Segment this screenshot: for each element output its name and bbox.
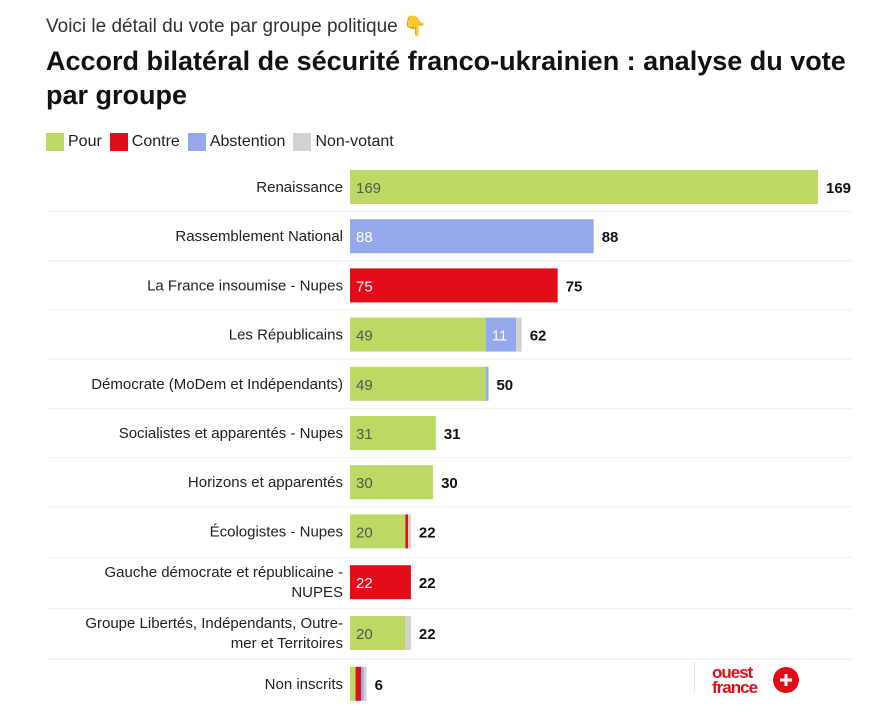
bar-segment-pour[interactable] <box>350 514 406 549</box>
legend-item-contre[interactable]: Contre <box>109 133 180 151</box>
bar-value-label: 22 <box>356 575 373 592</box>
bar-value-label: 20 <box>356 626 373 643</box>
legend-label-pour: Pour <box>68 133 102 150</box>
category-label: Rassemblement National <box>175 228 343 245</box>
category-label: Socialistes et apparentés - Nupes <box>119 425 343 442</box>
legend-label-non-votant: Non-votant <box>315 133 394 150</box>
bar-segment-pour[interactable] <box>350 666 356 701</box>
bar-segment-pour[interactable] <box>350 366 486 401</box>
bar-total-label: 30 <box>441 475 458 492</box>
bar-value-label: 31 <box>356 426 373 443</box>
logo-text-line1: ouest <box>712 664 754 682</box>
bar-total-label: 75 <box>566 278 583 295</box>
logo-divider <box>694 662 695 692</box>
category-label: Renaissance <box>256 179 343 196</box>
bar-segment-contre[interactable] <box>350 268 558 303</box>
bar-value-label: 75 <box>356 278 373 295</box>
bar-total-label: 169 <box>826 180 851 197</box>
bar-segment-abstention[interactable] <box>350 219 594 254</box>
category-label: La France insoumise - Nupes <box>147 277 343 294</box>
bar-segment-pour[interactable] <box>350 416 436 450</box>
legend-item-abstention[interactable]: Abstention <box>187 133 286 151</box>
legend-swatch-contre <box>109 133 128 151</box>
bar-value-label: 49 <box>356 377 373 394</box>
bar-value-label: 11 <box>492 328 508 345</box>
bar-total-label: 50 <box>496 377 513 394</box>
bar-segment-non-votant[interactable] <box>405 616 411 650</box>
bar-total-label: 22 <box>419 524 436 541</box>
bar-segment-pour[interactable] <box>350 317 486 352</box>
chart-title: Accord bilatéral de sécurité franco-ukra… <box>46 46 846 110</box>
bar-value-label: 49 <box>356 328 373 345</box>
chart-legend: Pour Contre Abstention Non-votant <box>46 133 402 151</box>
bar-total-label: 22 <box>419 626 436 643</box>
bar-segment-abstention[interactable] <box>485 317 517 352</box>
category-label: Horizons et apparentés <box>188 474 343 491</box>
bar-segment-non-votant[interactable] <box>516 317 522 352</box>
legend-item-non-votant[interactable]: Non-votant <box>293 133 394 151</box>
bar-segment-pour[interactable] <box>350 170 818 204</box>
category-label: Démocrate (MoDem et Indépendants) <box>91 376 343 393</box>
chart-subtitle: Voici le détail du vote par groupe polit… <box>46 16 427 37</box>
bar-total-label: 31 <box>444 426 461 443</box>
category-label: Groupe Libertés, Indépendants, Outre-mer… <box>85 615 343 652</box>
bar-total-label: 62 <box>530 328 547 345</box>
bar-total-label: 6 <box>375 677 383 694</box>
legend-swatch-non-votant <box>293 133 312 151</box>
bar-segment-abstention[interactable] <box>485 366 489 401</box>
category-label: Écologistes - Nupes <box>210 523 343 540</box>
legend-swatch-abstention <box>187 133 206 151</box>
legend-swatch-pour <box>46 133 64 151</box>
legend-label-abstention: Abstention <box>209 133 286 150</box>
bar-segment-abstention[interactable] <box>361 666 364 701</box>
bar-segment-non-votant[interactable] <box>363 666 367 701</box>
bar-segment-non-votant[interactable] <box>408 514 411 549</box>
legend-label-contre: Contre <box>131 133 180 150</box>
bar-value-label: 169 <box>356 180 381 197</box>
logo-text-line2: france <box>712 678 758 696</box>
bar-segment-contre[interactable] <box>405 514 409 549</box>
bar-value-label: 30 <box>356 475 373 492</box>
category-label: Gauche démocrate et républicaine -NUPES <box>105 564 343 601</box>
bar-chart: Renaissance 169 169 Rassemblement National 8… <box>46 170 852 701</box>
category-label: Les Républicains <box>229 327 343 344</box>
bar-total-label: 88 <box>602 229 619 246</box>
bar-segment-contre[interactable] <box>355 666 362 701</box>
category-label: Non inscrits <box>265 676 343 693</box>
bar-segment-pour[interactable] <box>350 616 406 650</box>
bar-segment-pour[interactable] <box>350 465 434 500</box>
legend-item-pour[interactable]: Pour <box>46 133 102 151</box>
bar-total-label: 22 <box>419 575 436 592</box>
bar-value-label: 88 <box>356 229 373 246</box>
bar-segment-contre[interactable] <box>350 565 411 600</box>
ouest-france-logo: ouest france <box>712 664 799 696</box>
bar-value-label: 20 <box>356 524 373 541</box>
